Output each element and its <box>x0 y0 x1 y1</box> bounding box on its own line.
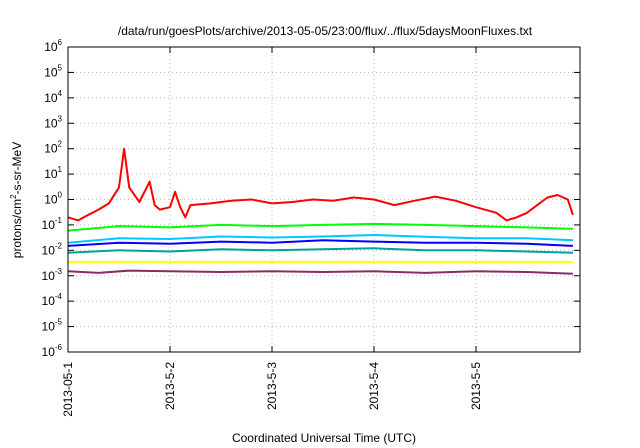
y-tick-exponent: 6 <box>58 38 63 47</box>
y-tick-base: 10 <box>44 91 58 105</box>
x-axis-label: Coordinated Universal Time (UTC) <box>232 431 416 445</box>
series-line-3 <box>67 239 573 247</box>
y-tick-label: 10-3 <box>42 267 63 283</box>
y-tick-label: 100 <box>44 191 62 207</box>
series-line-1 <box>67 222 573 232</box>
y-tick-exponent: -2 <box>55 241 63 250</box>
x-tick-label: 2013-5-4 <box>367 362 381 410</box>
y-tick-exponent: -6 <box>55 343 63 352</box>
y-axis-label-suffix: -s-sr-MeV <box>10 142 24 195</box>
y-tick-exponent: 1 <box>58 165 63 174</box>
y-tick-base: 10 <box>42 294 56 308</box>
y-tick-label: 103 <box>44 114 62 130</box>
series-lines <box>67 147 574 275</box>
y-tick-base: 10 <box>42 345 56 359</box>
y-tick-base: 10 <box>44 142 58 156</box>
y-tick-base: 10 <box>44 116 58 130</box>
series-line-4 <box>67 247 573 254</box>
y-axis-label-exponent: 2 <box>9 194 18 199</box>
y-tick-label: 10-2 <box>42 241 63 257</box>
y-tick-label: 10-5 <box>42 318 63 334</box>
x-tick-label: 2013-5-2 <box>163 362 177 410</box>
y-tick-exponent: 2 <box>58 140 63 149</box>
y-axis-label-prefix: protons/cm <box>10 199 24 258</box>
chart-title: /data/run/goesPlots/archive/2013-05-05/2… <box>118 24 533 38</box>
y-tick-label: 102 <box>44 140 62 156</box>
x-tick-label: 2013-05-1 <box>61 362 75 417</box>
y-tick-exponent: 5 <box>58 63 63 72</box>
y-ticks: 10610510410310210110010-110-210-310-410-… <box>42 38 580 359</box>
y-tick-exponent: 0 <box>58 191 63 200</box>
y-tick-label: 10-4 <box>42 292 63 308</box>
y-tick-exponent: -5 <box>55 318 63 327</box>
series-line-0 <box>67 147 574 222</box>
y-tick-label: 104 <box>44 89 62 105</box>
x-ticks: 2013-05-1 2013-5-2 2013-5-3 2013-5-4 2013-5-… <box>61 47 483 417</box>
y-tick-base: 10 <box>44 193 58 207</box>
y-tick-exponent: -4 <box>55 292 63 301</box>
y-tick-label: 106 <box>44 38 62 54</box>
series-line-2 <box>67 234 573 244</box>
y-axis-label: protons/cm2-s-sr-MeV <box>9 142 24 258</box>
y-tick-exponent: -3 <box>55 267 63 276</box>
series-line-6 <box>67 269 573 275</box>
y-tick-base: 10 <box>44 40 58 54</box>
y-tick-base: 10 <box>44 65 58 79</box>
y-tick-label: 101 <box>44 165 62 181</box>
y-tick-base: 10 <box>42 269 56 283</box>
y-tick-exponent: -1 <box>55 216 63 225</box>
y-tick-label: 105 <box>44 63 62 79</box>
x-tick-label: 2013-5-5 <box>469 362 483 410</box>
y-tick-exponent: 3 <box>58 114 63 123</box>
y-tick-exponent: 4 <box>58 89 63 98</box>
y-tick-base: 10 <box>42 218 56 232</box>
y-tick-base: 10 <box>42 243 56 257</box>
y-tick-label: 10-1 <box>42 216 63 232</box>
y-tick-label: 10-6 <box>42 343 63 359</box>
x-tick-label: 2013-5-3 <box>265 362 279 410</box>
y-tick-base: 10 <box>42 320 56 334</box>
y-tick-base: 10 <box>44 167 58 181</box>
plot-frame <box>67 46 581 353</box>
